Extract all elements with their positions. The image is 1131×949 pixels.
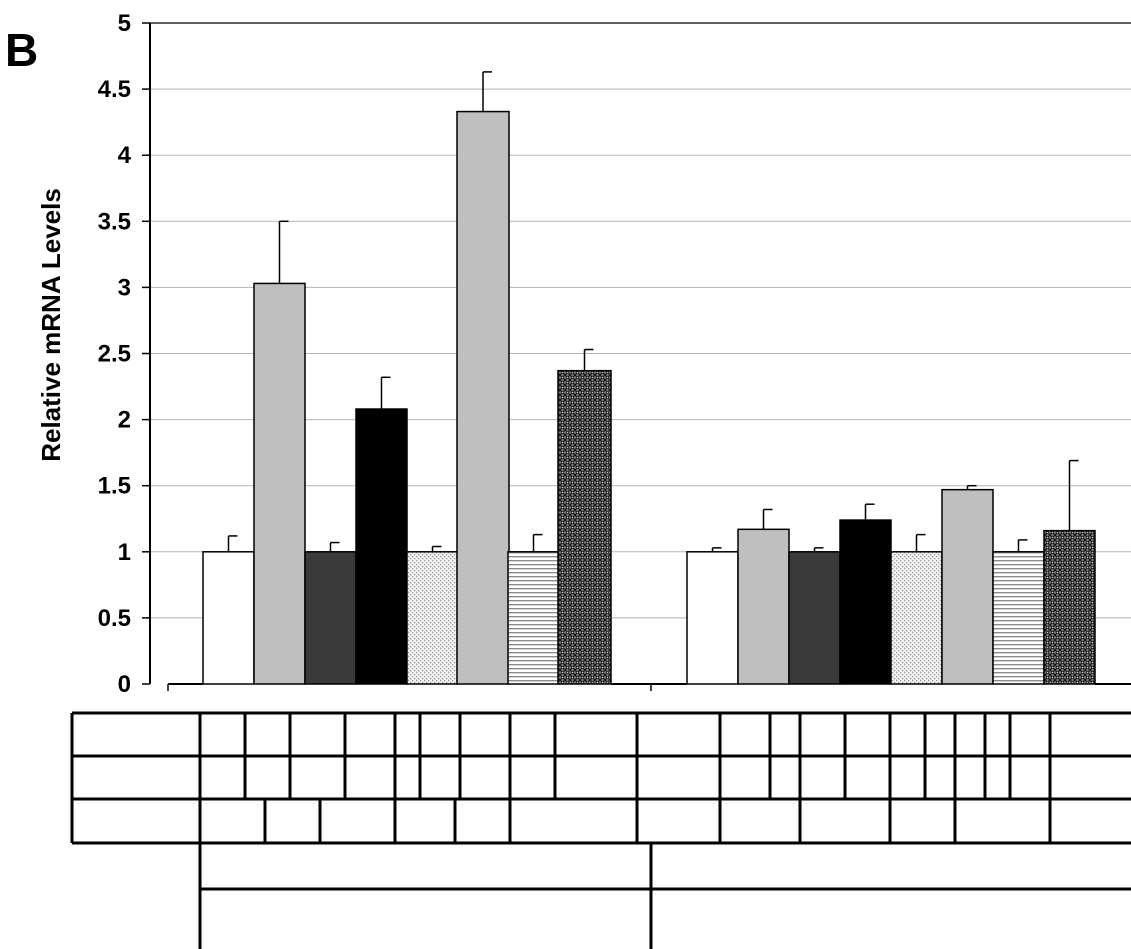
bar-lane-5: [406, 551, 459, 685]
y-tick-label: 2.5: [98, 341, 131, 368]
y-tick-label: 0.5: [98, 605, 131, 632]
bar-lane-14: [941, 488, 994, 685]
bar-lane-7: [507, 551, 560, 685]
bar-lane-1: [202, 551, 255, 685]
bar-lane-6: [456, 110, 510, 685]
error-bars: [227, 71, 1079, 552]
bar-lane-4: [355, 408, 408, 685]
bar-lane-16: [1043, 529, 1096, 685]
bars: [202, 110, 1096, 685]
y-tick-label: 3: [118, 274, 131, 301]
bar-lane-13: [890, 551, 943, 685]
bar-lane-10: [737, 528, 790, 685]
y-tick-labels: 0 0.5 1 1.5 2 2.5 3 3.5 4 4.5 5: [98, 10, 132, 698]
axes: [149, 22, 1131, 691]
y-tick-label: 1.5: [98, 473, 131, 500]
bar-lane-11: [788, 551, 841, 685]
bar-lane-12: [839, 519, 892, 685]
y-tick-label: 2: [118, 407, 131, 434]
y-tick-label: 4: [118, 142, 132, 169]
bar-lane-2: [253, 282, 306, 685]
lane-table: [70, 711, 1131, 949]
y-tick-label: 4.5: [98, 76, 131, 103]
y-tick-label: 3.5: [98, 208, 131, 235]
y-tick-label: 1: [118, 539, 131, 566]
y-axis-label: Relative mRNA Levels: [36, 188, 66, 462]
y-tick-label: 0: [118, 671, 131, 698]
bar-lane-8: [557, 369, 612, 685]
bar-lane-15: [992, 551, 1045, 685]
bar-lane-9: [686, 551, 739, 685]
bar-lane-3: [304, 551, 357, 685]
y-tick-label: 5: [118, 10, 131, 37]
panel-label: B: [5, 24, 38, 76]
